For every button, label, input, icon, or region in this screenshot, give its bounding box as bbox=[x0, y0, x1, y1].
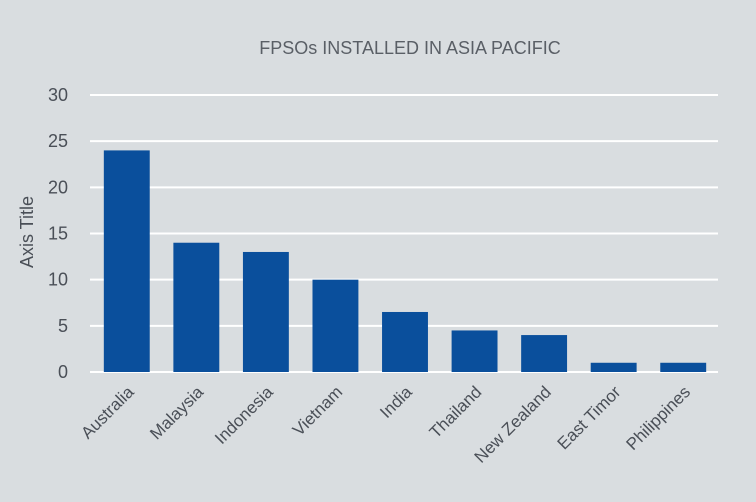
bar bbox=[521, 335, 568, 372]
y-tick-label: 20 bbox=[48, 177, 68, 197]
y-tick-label: 0 bbox=[58, 362, 68, 382]
y-tick-label: 30 bbox=[48, 85, 68, 105]
x-tick-label: East Timor bbox=[554, 382, 625, 453]
bar bbox=[660, 362, 707, 372]
bar bbox=[173, 242, 220, 372]
x-tick-label: Vietnam bbox=[289, 382, 346, 439]
x-axis-labels: Australia Malaysia Indonesia Vietnam India Th… bbox=[77, 382, 694, 467]
bar bbox=[312, 279, 359, 372]
bar bbox=[242, 251, 289, 372]
bar bbox=[590, 362, 637, 372]
chart-title: FPSOs INSTALLED IN ASIA PACIFIC bbox=[259, 38, 560, 58]
bar bbox=[103, 150, 150, 372]
bar bbox=[382, 311, 428, 372]
x-tick-label: India bbox=[376, 382, 416, 422]
y-tick-label: 5 bbox=[58, 316, 68, 336]
bars bbox=[103, 150, 707, 372]
bar bbox=[451, 330, 498, 372]
y-axis-title: Axis Title bbox=[17, 196, 37, 268]
y-axis-ticks: 0 5 10 15 20 25 30 bbox=[48, 85, 68, 382]
x-tick-label: Malaysia bbox=[146, 382, 207, 443]
y-tick-label: 15 bbox=[48, 224, 68, 244]
x-tick-label: Australia bbox=[77, 382, 138, 443]
x-tick-label: Philippines bbox=[622, 382, 694, 454]
y-tick-label: 25 bbox=[48, 131, 68, 151]
y-tick-label: 10 bbox=[48, 270, 68, 290]
x-tick-label: Indonesia bbox=[211, 382, 277, 448]
x-tick-label: Thailand bbox=[426, 382, 486, 442]
